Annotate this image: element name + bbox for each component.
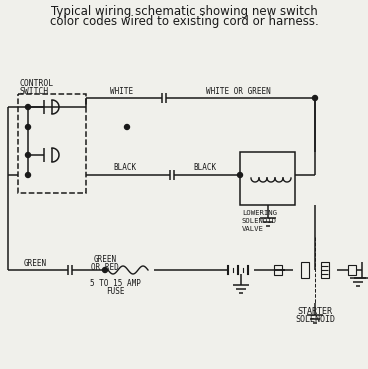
Text: WHITE OR GREEN: WHITE OR GREEN	[206, 86, 270, 96]
Bar	[348, 265, 356, 275]
Circle shape	[103, 268, 107, 272]
Circle shape	[25, 104, 31, 110]
Circle shape	[25, 124, 31, 130]
Bar	[18, 94, 86, 193]
Bar	[240, 152, 295, 205]
Text: 5 TO 15 AMP: 5 TO 15 AMP	[89, 279, 141, 289]
Text: WHITE: WHITE	[110, 86, 134, 96]
Text: color codes wired to existing cord or harness.: color codes wired to existing cord or ha…	[50, 15, 318, 28]
Circle shape	[25, 152, 31, 158]
Text: BLACK: BLACK	[194, 163, 216, 172]
Text: VALVE: VALVE	[242, 226, 264, 232]
Circle shape	[124, 124, 130, 130]
Text: LOWERING: LOWERING	[242, 210, 277, 216]
Circle shape	[25, 172, 31, 177]
Circle shape	[312, 96, 318, 100]
Text: Typical wiring schematic showing new switch: Typical wiring schematic showing new swi…	[51, 4, 317, 17]
Circle shape	[237, 172, 243, 177]
Text: SWITCH: SWITCH	[19, 86, 48, 96]
Bar	[274, 265, 282, 275]
Bar	[301, 262, 309, 278]
Text: CONTROL: CONTROL	[19, 79, 53, 89]
Text: SOLENOID: SOLENOID	[295, 315, 335, 324]
Text: OR RED: OR RED	[91, 262, 119, 272]
Text: BLACK: BLACK	[113, 163, 137, 172]
Text: FUSE: FUSE	[106, 287, 124, 297]
Text: GREEN: GREEN	[24, 259, 47, 269]
Text: SOLENOID: SOLENOID	[242, 218, 277, 224]
Bar	[321, 262, 329, 278]
Text: GREEN: GREEN	[93, 255, 117, 263]
Text: STARTER: STARTER	[297, 307, 333, 315]
